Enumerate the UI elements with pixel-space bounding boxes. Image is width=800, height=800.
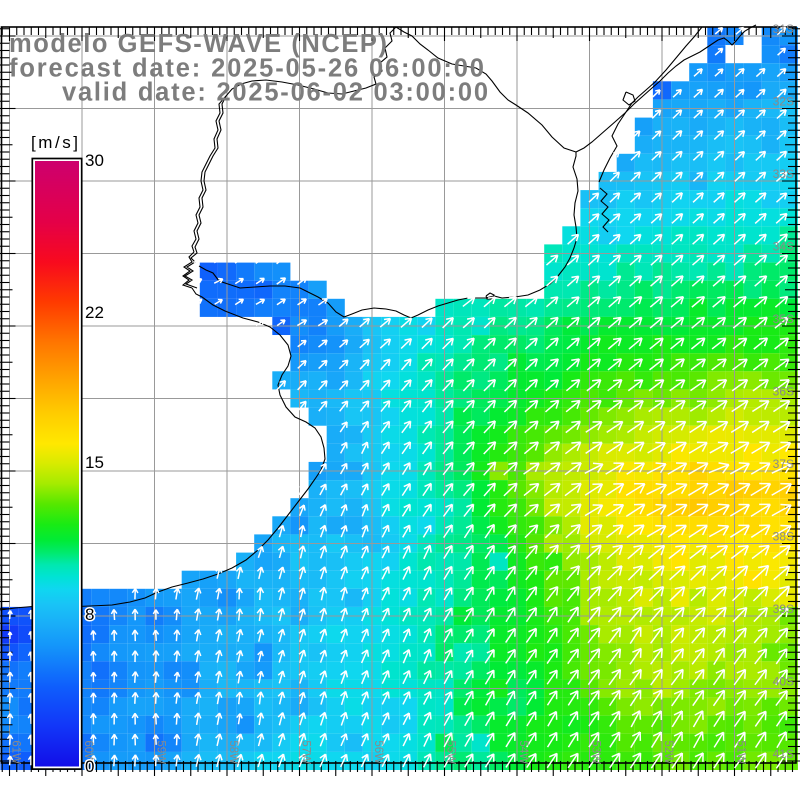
svg-text:22: 22 (85, 303, 104, 322)
svg-text:31S: 31S (773, 22, 794, 36)
svg-text:15: 15 (85, 453, 104, 472)
svg-text:58W: 58W (227, 740, 239, 764)
svg-text:33S: 33S (773, 167, 794, 181)
svg-text:59W: 59W (155, 740, 167, 764)
svg-text:38S: 38S (773, 530, 794, 544)
svg-text:60W: 60W (82, 740, 94, 764)
svg-text:modelo GEFS-WAVE (NCEP): modelo GEFS-WAVE (NCEP) (9, 30, 387, 58)
svg-text:8: 8 (85, 605, 94, 624)
svg-text:30: 30 (85, 151, 104, 170)
svg-text:36S: 36S (773, 385, 794, 399)
svg-text:55W: 55W (445, 740, 457, 764)
svg-text:51W: 51W (735, 740, 747, 764)
svg-text:39S: 39S (773, 602, 794, 616)
svg-text:35S: 35S (773, 312, 794, 326)
svg-text:40S: 40S (773, 675, 794, 689)
svg-text:valid date: 2025-06-02 03:00:0: valid date: 2025-06-02 03:00:00 (62, 79, 488, 107)
svg-text:52W: 52W (662, 740, 674, 764)
svg-text:56W: 56W (372, 740, 384, 764)
svg-text:37S: 37S (773, 457, 794, 471)
svg-text:54W: 54W (517, 740, 529, 764)
svg-text:forecast date: 2025-05-26 06:0: forecast date: 2025-05-26 06:00:00 (9, 54, 484, 82)
svg-text:53W: 53W (590, 740, 602, 764)
svg-text:34S: 34S (773, 240, 794, 254)
svg-text:57W: 57W (300, 740, 312, 764)
svg-text:41S: 41S (773, 747, 794, 761)
svg-text:61W: 61W (10, 740, 22, 764)
svg-text:32S: 32S (773, 95, 794, 109)
svg-text:0: 0 (85, 757, 94, 776)
svg-text:[m/s]: [m/s] (31, 133, 78, 152)
